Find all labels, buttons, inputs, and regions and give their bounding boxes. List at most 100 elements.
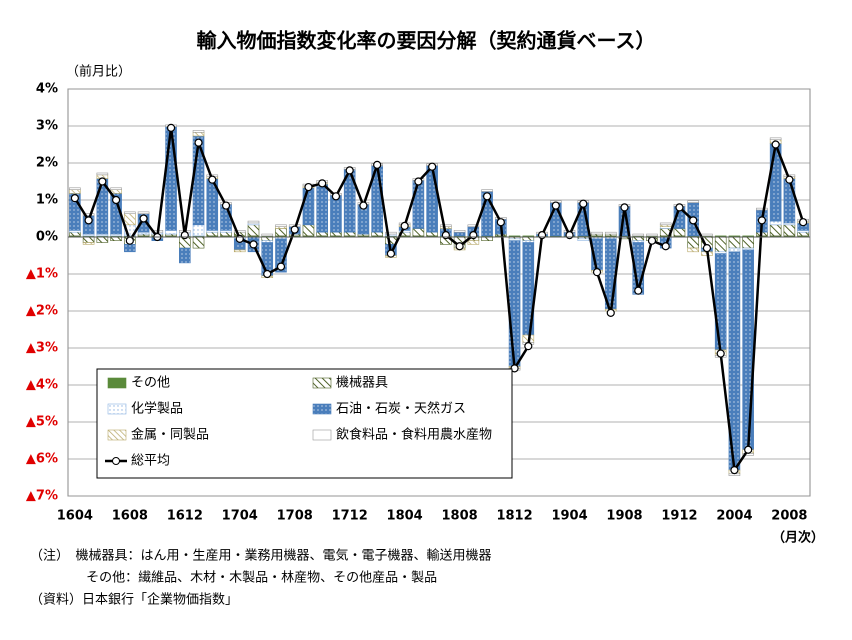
bar-segment — [467, 240, 480, 245]
bar-segment — [522, 236, 535, 241]
line-point — [510, 364, 519, 373]
line-point — [400, 221, 409, 230]
x-tick-label: 1904 — [551, 509, 587, 524]
bar-segment — [302, 187, 315, 226]
bar-segment — [440, 224, 452, 227]
bar-segment — [124, 213, 136, 226]
line-point — [537, 231, 547, 240]
bar-segment — [632, 233, 645, 237]
bar-segment — [769, 224, 782, 237]
bar-segment — [728, 236, 741, 249]
bar-segment — [275, 228, 287, 237]
bar-segment — [69, 189, 81, 194]
y-tick-label: 2% — [36, 156, 58, 171]
note: （資料）日本銀行「企業物価指数」 — [30, 592, 238, 608]
bar-segment — [261, 236, 274, 241]
bar-segment — [206, 231, 219, 237]
line-point — [111, 195, 121, 205]
line-point — [455, 242, 464, 251]
bar-segment — [412, 228, 425, 237]
bar-segment — [412, 180, 425, 229]
legend-swatch — [312, 429, 332, 441]
bar-segment — [426, 165, 438, 233]
line-point — [730, 466, 739, 475]
bar-segment — [165, 230, 177, 235]
x-tick-label: 1604 — [57, 509, 93, 524]
note: その他：繊維品、木材・木製品・林産物、その他産品・製品 — [30, 570, 437, 586]
line-point — [716, 349, 725, 358]
line-point — [263, 269, 272, 279]
line-point — [249, 240, 258, 249]
line-point — [579, 199, 588, 208]
note: （注） 機械器具：はん用・生産用・業務用機器、電気・電子機器、輸送用機器 — [30, 548, 492, 564]
bar-segment — [508, 240, 521, 367]
bar-segment — [714, 253, 727, 351]
x-tick-label: 1612 — [167, 509, 203, 524]
bar-segment — [687, 247, 699, 253]
bar-segment — [82, 213, 95, 216]
bar-segment — [481, 189, 493, 192]
bar-segment — [302, 224, 315, 237]
line-point — [757, 216, 767, 225]
bar-segment — [165, 126, 177, 231]
legend-swatch — [107, 429, 127, 441]
x-tick-label: 1704 — [222, 509, 258, 524]
bar-segment — [247, 224, 260, 237]
bar-segment — [69, 187, 81, 190]
bar-segment — [728, 247, 741, 253]
x-tick-label: 1812 — [496, 509, 532, 524]
line-point — [647, 236, 657, 245]
bar-segment — [385, 231, 397, 235]
y-tick-label: ▲4% — [26, 378, 58, 393]
line-point — [799, 218, 808, 227]
legend-swatch — [112, 457, 120, 465]
bar-segment — [96, 172, 109, 176]
line-point — [235, 234, 244, 243]
line-point — [634, 286, 643, 295]
y-tick-label: ▲7% — [26, 489, 58, 504]
y-tick-label: ▲3% — [26, 341, 58, 356]
bar-segment — [797, 231, 809, 237]
y-tick-label: ▲6% — [26, 452, 58, 467]
bar-segment — [192, 236, 205, 249]
x-tick-label: 1908 — [606, 509, 642, 524]
bar-segment — [453, 230, 466, 233]
bar-segment — [192, 130, 205, 133]
legend-label: 石油・石炭・天然ガス — [336, 401, 466, 417]
bar-segment — [742, 249, 754, 451]
bar-segment — [233, 230, 246, 233]
line-point — [482, 192, 492, 201]
bar-segment — [275, 238, 287, 273]
bar-segment — [220, 231, 232, 237]
line-point — [428, 162, 437, 171]
y-tick-label: ▲2% — [26, 304, 58, 319]
y-axis-label: （前月比） — [66, 64, 131, 80]
line-point — [565, 231, 574, 240]
line-point — [125, 236, 134, 245]
legend-label: その他 — [131, 376, 170, 391]
bar-segment — [316, 183, 328, 233]
legend-label: 機械器具 — [336, 376, 388, 391]
x-tick-label: 1804 — [387, 509, 423, 524]
bar-segment — [330, 231, 342, 237]
line-point — [785, 175, 794, 184]
bar-segment — [783, 224, 796, 237]
x-tick-label: 1912 — [661, 509, 697, 524]
y-tick-label: 0% — [36, 230, 58, 245]
line-point — [194, 138, 203, 147]
line-point — [84, 216, 93, 225]
line-point — [359, 201, 368, 210]
line-point — [70, 194, 79, 203]
line-point — [98, 177, 107, 186]
y-tick-label: ▲1% — [26, 267, 58, 282]
bar-segment — [371, 231, 383, 237]
bar-segment — [756, 207, 768, 211]
legend-label: 化学製品 — [131, 401, 183, 417]
chart-title: 輸入物価指数変化率の要因分解（契約通貨ベース） — [197, 29, 656, 53]
bar-segment — [426, 231, 438, 237]
bar-segment — [124, 211, 136, 214]
bar-segment — [646, 233, 658, 237]
line-point — [620, 203, 629, 212]
